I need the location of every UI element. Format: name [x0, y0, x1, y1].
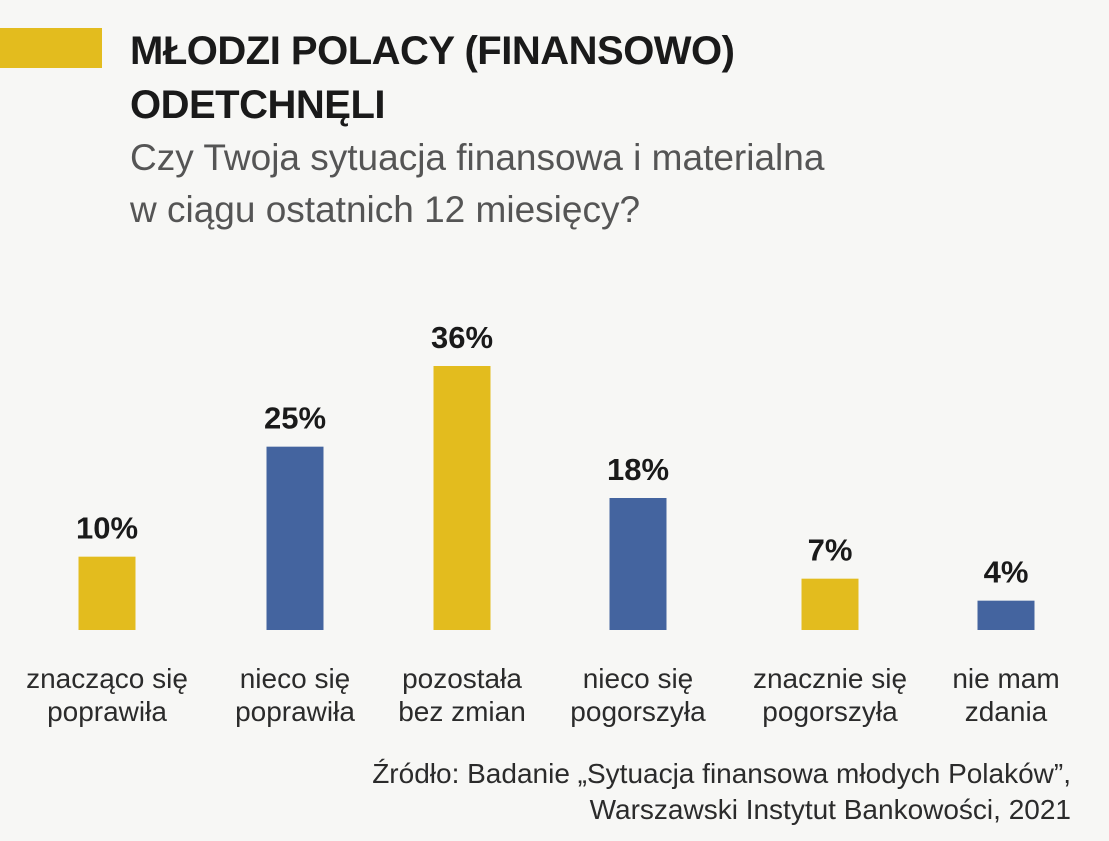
value-label-5: 7% [808, 533, 853, 568]
category-label-2: nieco się poprawiła [235, 663, 355, 727]
bar-chart: 10% znacząco się poprawiła 25% nieco się popr… [0, 300, 1109, 740]
bar-2 [266, 446, 324, 630]
chart-title: MŁODZI POLACY (FINANSOWO) ODETCHNĘLI [130, 24, 1070, 132]
bar-3 [433, 366, 491, 630]
bar-5 [801, 578, 859, 630]
category-label-1-line-2: poprawiła [47, 696, 167, 727]
category-label-3-line-1: pozostała [402, 663, 522, 694]
category-label-6-line-2: zdania [965, 696, 1048, 727]
category-label-2-line-2: poprawiła [235, 696, 355, 727]
category-label-2-line-1: nieco się [240, 663, 351, 694]
chart-subtitle-line-2: w ciągu ostatnich 12 miesięcy? [130, 189, 641, 230]
category-label-1: znacząco się poprawiła [26, 663, 188, 727]
source-note: Źródło: Badanie „Sytuacja finansowa młod… [372, 756, 1071, 828]
category-label-1-line-1: znacząco się [26, 663, 188, 694]
category-label-5-line-2: pogorszyła [762, 696, 898, 727]
value-label-2: 25% [264, 401, 326, 436]
value-label-1: 10% [76, 511, 138, 546]
value-label-3: 36% [431, 320, 493, 355]
value-label-4: 18% [607, 452, 669, 487]
chart-subtitle: Czy Twoja sytuacja finansowa i materialn… [130, 132, 1090, 236]
source-line-2: Warszawski Instytut Bankowości, 2021 [589, 794, 1071, 825]
title-accent-bar [0, 28, 102, 68]
category-label-3: pozostała bez zmian [398, 663, 526, 727]
category-label-3-line-2: bez zmian [398, 696, 526, 727]
category-label-5-line-1: znacznie się [753, 663, 907, 694]
bar-6 [977, 600, 1035, 630]
value-label-6: 4% [984, 555, 1029, 590]
chart-title-line-2: ODETCHNĘLI [130, 83, 386, 127]
source-line-1: Źródło: Badanie „Sytuacja finansowa młod… [372, 758, 1071, 789]
category-label-4: nieco się pogorszyła [570, 663, 706, 727]
category-label-5: znacznie się pogorszyła [753, 663, 907, 727]
category-label-4-line-1: nieco się [583, 663, 694, 694]
chart-subtitle-line-1: Czy Twoja sytuacja finansowa i materialn… [130, 137, 825, 178]
bar-1 [78, 556, 136, 630]
category-label-6: nie mam zdania [952, 663, 1059, 727]
bar-4 [609, 498, 667, 630]
category-label-4-line-2: pogorszyła [570, 696, 706, 727]
category-label-6-line-1: nie mam [952, 663, 1059, 694]
chart-title-line-1: MŁODZI POLACY (FINANSOWO) [130, 29, 735, 73]
